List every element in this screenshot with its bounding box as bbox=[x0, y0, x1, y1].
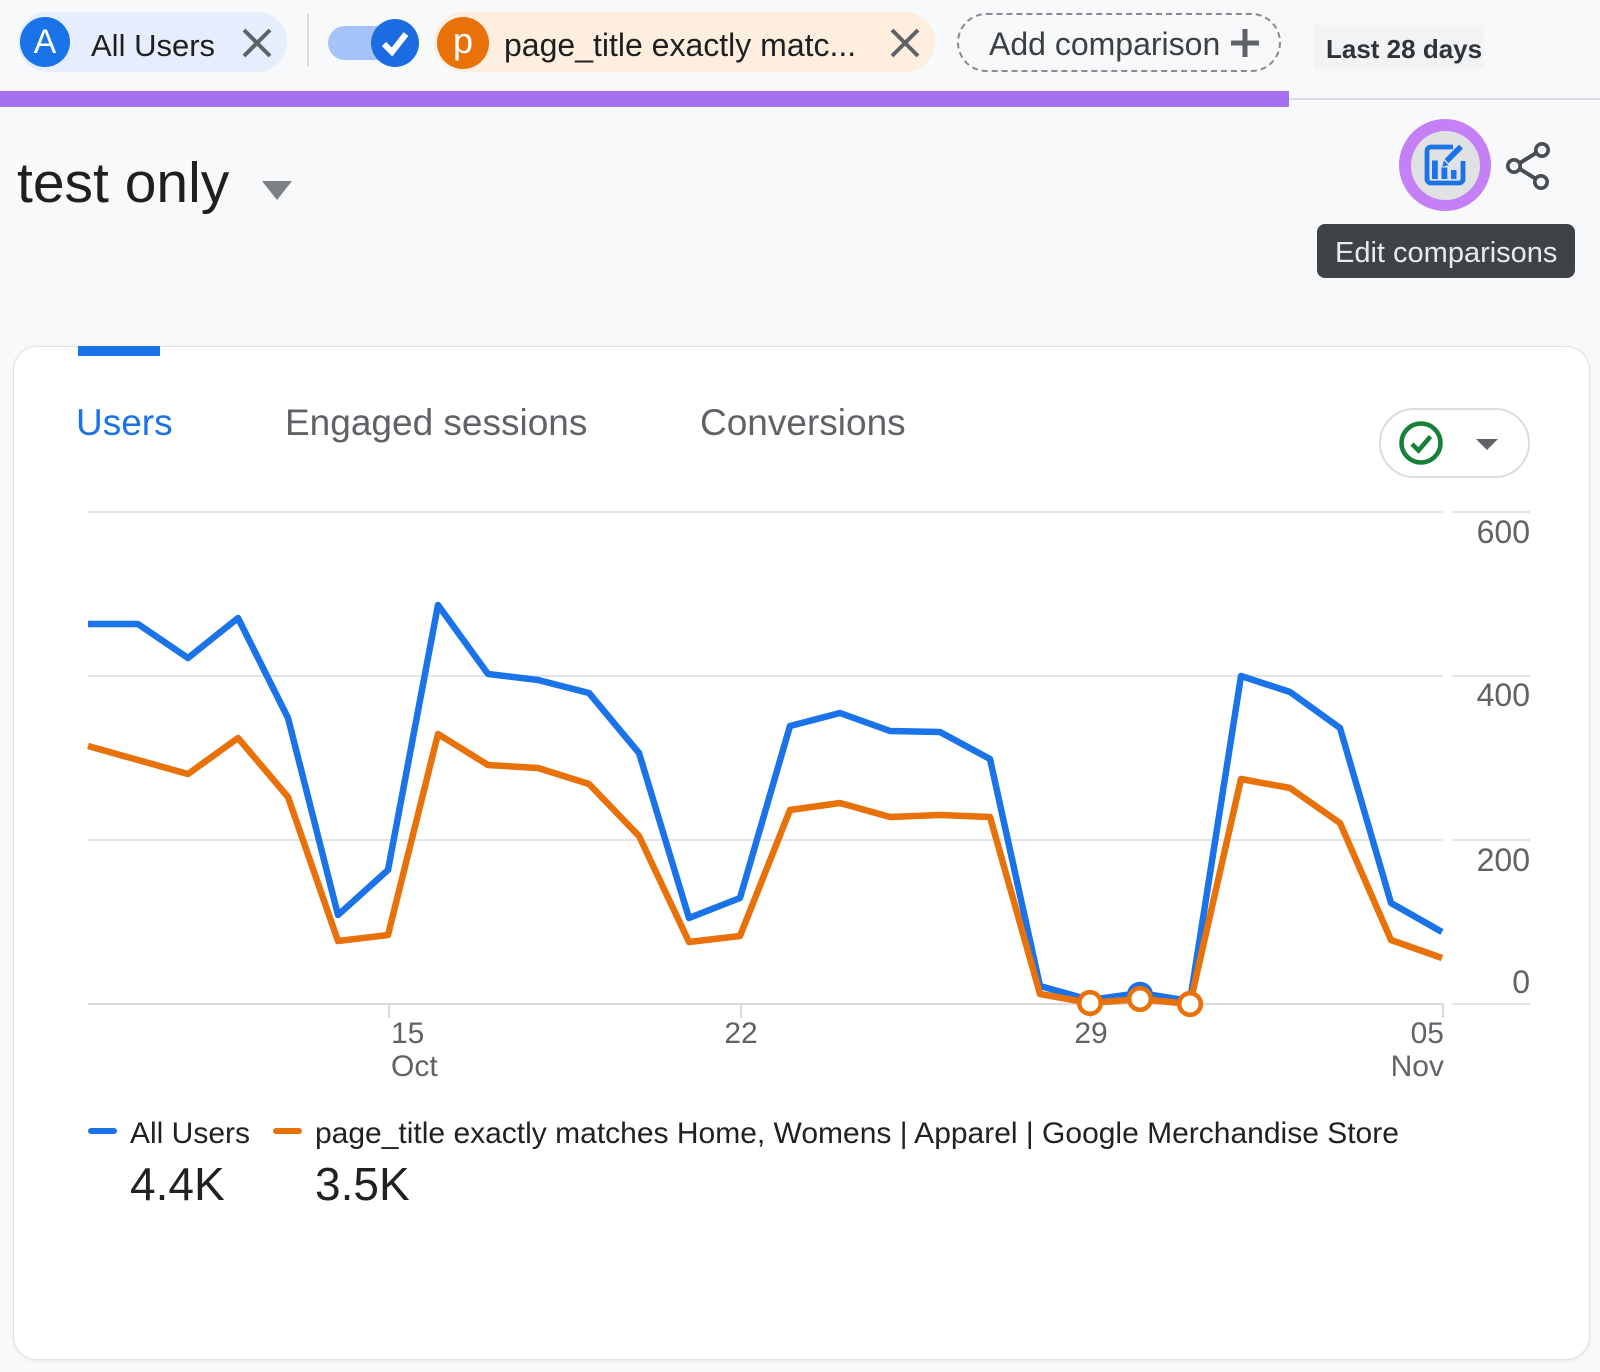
svg-text:29: 29 bbox=[1074, 1017, 1107, 1050]
svg-text:22: 22 bbox=[724, 1017, 757, 1050]
svg-text:600: 600 bbox=[1477, 514, 1530, 550]
svg-text:Nov: Nov bbox=[1391, 1050, 1444, 1083]
svg-text:05: 05 bbox=[1411, 1017, 1444, 1050]
svg-text:400: 400 bbox=[1477, 677, 1530, 713]
svg-text:200: 200 bbox=[1477, 842, 1530, 878]
svg-text:Oct: Oct bbox=[391, 1050, 438, 1083]
svg-text:0: 0 bbox=[1512, 964, 1530, 1000]
svg-text:15: 15 bbox=[391, 1017, 424, 1050]
